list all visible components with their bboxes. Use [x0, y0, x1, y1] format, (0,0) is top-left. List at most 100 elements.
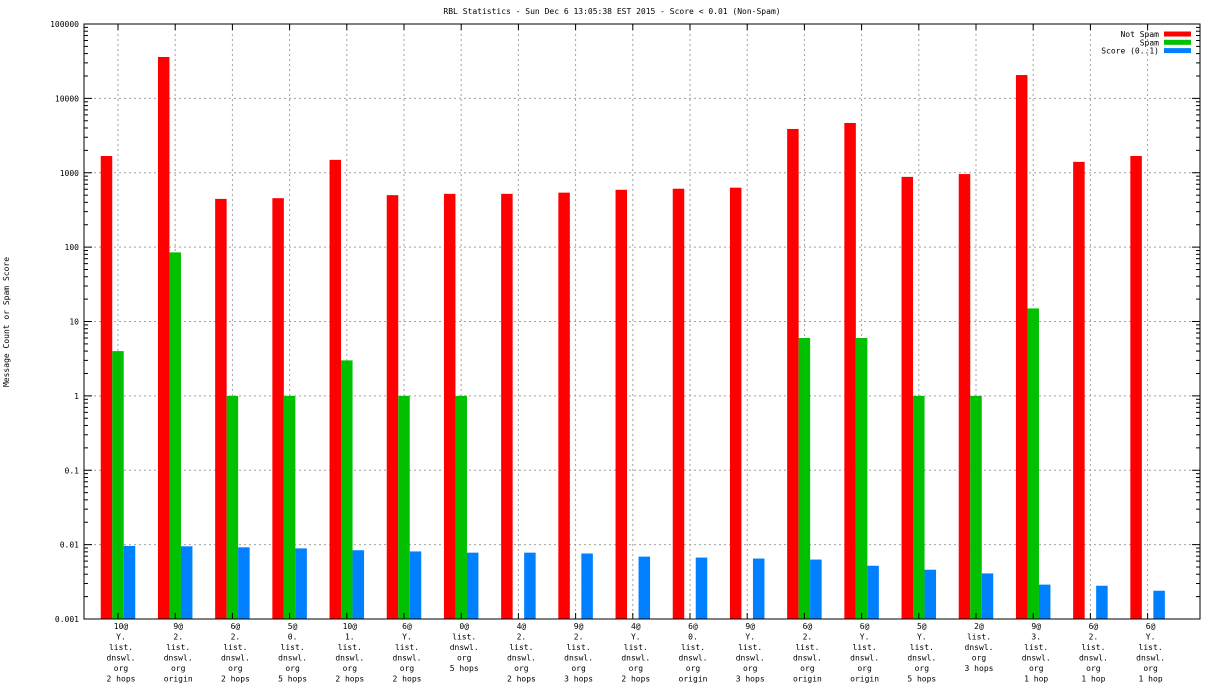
x-tick-label: 2 hops — [393, 675, 422, 684]
x-tick-label: dnswl. — [164, 654, 193, 663]
bar-spam — [913, 395, 925, 619]
x-tick-label: dnswl. — [850, 654, 879, 663]
x-tick-label: list. — [109, 643, 133, 652]
y-tick-label: 10 — [69, 318, 79, 327]
x-tick-label: list. — [681, 643, 705, 652]
bar-score — [1096, 585, 1108, 619]
x-tick-label: dnswl. — [564, 654, 593, 663]
bar-score — [581, 553, 593, 619]
x-tick-label: 2. — [1089, 633, 1099, 642]
x-tick-label: dnswl. — [278, 654, 307, 663]
bar-not-spam — [501, 193, 513, 619]
axes: 0.0010.010.111010010001000010000010@Y.li… — [50, 20, 1200, 684]
x-tick-label: 0. — [288, 633, 298, 642]
x-tick-label: origin — [793, 675, 822, 684]
x-tick-label: org — [1086, 664, 1101, 673]
x-tick-label: list. — [281, 643, 305, 652]
bar-not-spam — [844, 122, 856, 620]
y-axis-label: Message Count or Spam Score — [2, 257, 11, 387]
legend-label: Not Spam — [1120, 30, 1159, 39]
x-tick-label: Y. — [860, 633, 870, 642]
x-tick-label: 3 hops — [564, 675, 593, 684]
legend-swatch — [1164, 39, 1191, 45]
y-tick-label: 1 — [74, 392, 79, 401]
x-tick-label: 2 hops — [507, 675, 536, 684]
x-tick-label: 4@ — [631, 622, 641, 631]
x-tick-label: Y. — [116, 633, 126, 642]
x-tick-label: Y. — [745, 633, 755, 642]
bar-not-spam — [1015, 75, 1028, 619]
chart-title: RBL Statistics - Sun Dec 6 13:05:38 EST … — [443, 7, 780, 16]
x-tick-label: list. — [452, 633, 476, 642]
x-tick-label: 10@ — [343, 622, 358, 631]
x-tick-label: list. — [509, 643, 533, 652]
x-tick-label: dnswl. — [107, 654, 136, 663]
x-tick-label: 10@ — [114, 622, 129, 631]
x-tick-label: list. — [738, 643, 762, 652]
x-tick-label: org — [514, 664, 529, 673]
x-tick-label: Y. — [402, 633, 412, 642]
x-tick-label: org — [686, 664, 701, 673]
x-tick-label: dnswl. — [965, 643, 994, 652]
bars — [100, 57, 1165, 620]
x-tick-label: Y. — [917, 633, 927, 642]
x-tick-label: dnswl. — [335, 654, 364, 663]
x-tick-label: 2 hops — [621, 675, 650, 684]
x-tick-label: 3 hops — [965, 664, 994, 673]
x-tick-label: org — [571, 664, 586, 673]
x-tick-label: dnswl. — [907, 654, 936, 663]
x-tick-label: 2. — [173, 633, 183, 642]
bar-spam — [283, 395, 296, 619]
x-tick-label: 2. — [517, 633, 527, 642]
bar-score — [1038, 584, 1051, 619]
bar-spam — [855, 338, 868, 619]
x-tick-label: 1 hop — [1139, 675, 1163, 684]
bar-spam — [112, 351, 124, 619]
x-tick-label: list. — [624, 643, 648, 652]
bar-spam — [1027, 308, 1039, 619]
x-tick-label: 4@ — [517, 622, 527, 631]
legend-swatch — [1164, 48, 1191, 54]
bar-not-spam — [558, 192, 570, 620]
x-tick-label: 9@ — [173, 622, 183, 631]
bar-not-spam — [329, 159, 342, 620]
x-tick-label: 2. — [574, 633, 584, 642]
x-tick-label: org — [114, 664, 129, 673]
x-tick-label: list. — [795, 643, 819, 652]
bar-score — [638, 556, 651, 619]
x-tick-label: 9@ — [1031, 622, 1041, 631]
x-tick-label: dnswl. — [679, 654, 708, 663]
x-tick-label: 2@ — [974, 622, 984, 631]
bar-score — [924, 569, 937, 619]
x-tick-label: 5 hops — [278, 675, 307, 684]
x-tick-label: 6@ — [1146, 622, 1156, 631]
x-tick-label: 6@ — [402, 622, 412, 631]
bar-not-spam — [958, 174, 971, 619]
bar-score — [981, 573, 994, 619]
legend-swatch — [1164, 31, 1191, 37]
x-tick-label: 9@ — [745, 622, 755, 631]
x-tick-label: 1 hop — [1081, 675, 1105, 684]
bar-score — [695, 557, 708, 619]
x-tick-label: 2 hops — [221, 675, 250, 684]
x-tick-label: org — [629, 664, 644, 673]
x-tick-label: Y. — [631, 633, 641, 642]
bar-score — [409, 551, 422, 619]
x-tick-label: origin — [679, 675, 708, 684]
bar-not-spam — [157, 57, 170, 619]
bar-score — [295, 548, 307, 619]
bar-score — [180, 546, 193, 619]
x-tick-label: 5@ — [917, 622, 927, 631]
x-tick-label: list. — [338, 643, 362, 652]
x-tick-label: org — [972, 654, 987, 663]
bar-spam — [798, 338, 811, 619]
x-tick-label: org — [857, 664, 872, 673]
x-tick-label: 1 hop — [1024, 675, 1048, 684]
x-tick-label: org — [343, 664, 358, 673]
bar-not-spam — [615, 189, 628, 619]
y-tick-label: 1000 — [60, 169, 79, 178]
bar-not-spam — [1073, 161, 1085, 620]
x-tick-label: list. — [1081, 643, 1105, 652]
